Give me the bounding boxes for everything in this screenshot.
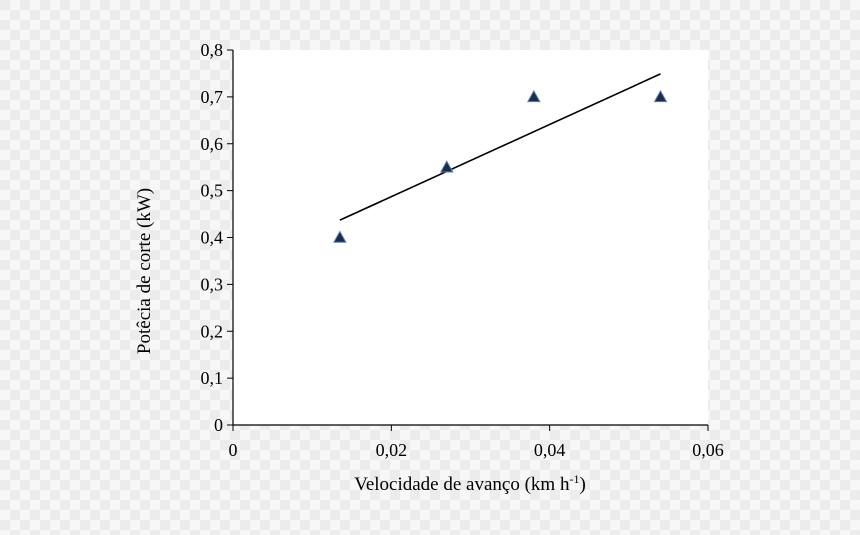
data-point [439, 160, 454, 173]
y-tick-label: 0,4 [201, 228, 224, 248]
y-tick-label: 0,8 [201, 40, 224, 60]
data-point [653, 89, 668, 103]
x-axis-title: Velocidade de avanço (km h-1) [354, 472, 586, 495]
plot-area [233, 50, 708, 425]
y-tick-label: 0,2 [201, 321, 224, 341]
x-tick-label: 0,02 [376, 440, 408, 460]
x-axis-title-superscript: -1 [569, 472, 579, 486]
y-axis-title: Potêcia de corte (kW) [134, 188, 155, 354]
y-tick-label: 0,1 [201, 368, 224, 388]
x-axis-title-end: ) [579, 474, 585, 495]
x-axis-title-text: Velocidade de avanço (km h [354, 474, 570, 495]
y-tick-label: 0,3 [201, 274, 224, 294]
y-tick-label: 0 [214, 415, 223, 435]
data-marks [333, 73, 668, 243]
y-tick-label: 0,5 [201, 181, 224, 201]
tick-labels: 0 0,1 0,2 0,3 0,4 0,5 0,6 0,7 0,8 0 0,02 0,04 0,06 [201, 40, 724, 460]
y-tick-label: 0,6 [201, 134, 224, 154]
data-point [526, 89, 541, 103]
x-tick-label: 0,04 [534, 440, 566, 460]
y-tick-label: 0,7 [201, 87, 224, 107]
data-point [333, 230, 347, 243]
trendline [339, 73, 661, 221]
x-tick-label: 0 [229, 440, 238, 460]
x-tick-label: 0,06 [692, 440, 724, 460]
axes [227, 49, 709, 431]
